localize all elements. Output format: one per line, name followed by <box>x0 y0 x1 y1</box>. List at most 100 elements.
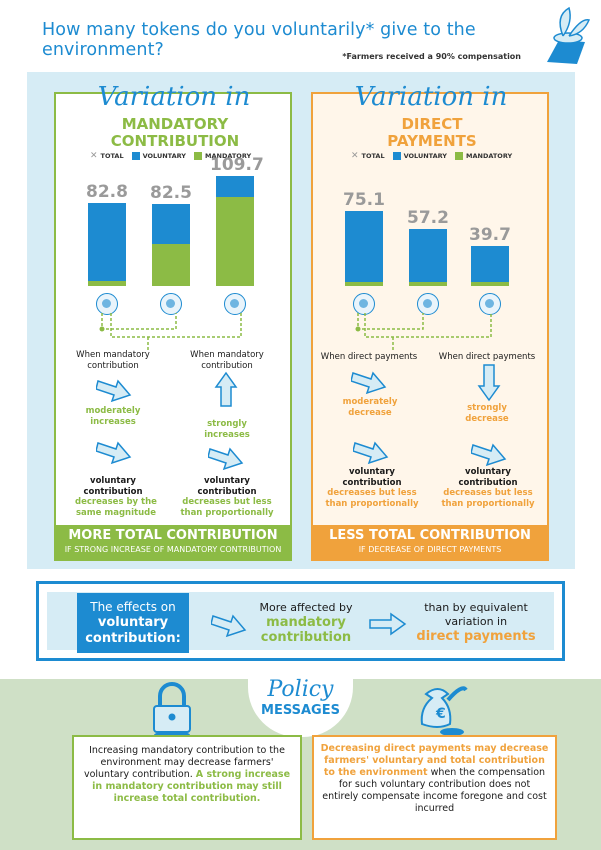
bar-voluntary <box>216 176 254 198</box>
arrow-right-down-icon <box>471 443 507 467</box>
direct-right-result: decreases but less than proportionally <box>441 488 535 509</box>
arrow-right-down-icon <box>208 447 244 471</box>
effects-label-1: The effects on <box>90 600 176 614</box>
bar-total-label: 75.1 <box>343 189 385 210</box>
legend-voluntary: VOLUNTARY <box>131 152 186 160</box>
mandatory-legend: ✕ TOTAL VOLUNTARY MANDATORY <box>90 151 251 161</box>
direct-left-result: decreases but less than proportionally <box>325 488 419 509</box>
page-title: How many tokens do you voluntarily* give… <box>42 20 476 60</box>
bar-mandatory <box>88 281 126 286</box>
legend-voluntary: VOLUNTARY <box>392 152 447 160</box>
direct-footer: LESS TOTAL CONTRIBUTION IF DECREASE OF D… <box>311 525 549 561</box>
mandatory-left-when: When mandatory contribution <box>76 350 150 371</box>
policy-script: Policy <box>267 677 334 702</box>
bar-voluntary <box>409 228 447 283</box>
policy-left-box: Increasing mandatory contribution to the… <box>72 735 302 840</box>
direct-right-change: strongly decrease <box>465 403 509 424</box>
coins-icon <box>479 293 501 315</box>
mandatory-right-result: decreases but less than proportionally <box>180 497 274 518</box>
direct-left-when: When direct payments <box>320 352 418 362</box>
bar-voluntary <box>152 203 190 244</box>
coins-icon <box>96 293 118 315</box>
mandatory-left-result: decreases by the same magnitude <box>75 497 157 518</box>
effects-mandatory-text: More affected by mandatory contribution <box>251 601 361 645</box>
money-bag-icon: € <box>420 686 468 736</box>
bar-mandatory <box>216 197 254 286</box>
direct-left-result-bold: voluntary contribution <box>342 467 402 488</box>
effects-mandatory: mandatory contribution <box>260 615 352 645</box>
bar-total-label: 39.7 <box>469 225 511 246</box>
direct-panel-title-1: DIRECT <box>401 115 463 133</box>
direct-legend: ✕ TOTAL VOLUNTARY MANDATORY <box>351 151 512 161</box>
effects-direct: direct payments <box>416 629 536 644</box>
effects-label: The effects on voluntary contribution: <box>77 593 189 653</box>
policy-right-text: Decreasing direct payments may decrease … <box>320 743 549 815</box>
direct-panel-title-2: PAYMENTS <box>387 132 477 150</box>
arrow-right-down-icon <box>351 371 387 395</box>
direct-left-change: moderately decrease <box>342 397 398 418</box>
bar-mandatory <box>345 282 383 286</box>
lock-coins-icon <box>153 682 191 739</box>
effects-more-affected: More affected by <box>259 601 353 614</box>
mandatory-panel-script: Variation in <box>97 82 251 112</box>
direct-footer-sub: IF DECREASE OF DIRECT PAYMENTS <box>358 545 502 554</box>
policy-right-normal: when the compensation for such voluntary… <box>322 767 547 814</box>
effects-direct-text: than by equivalent variation in direct p… <box>411 601 541 644</box>
arrow-right-icon <box>369 612 407 636</box>
bar-mandatory <box>409 282 447 286</box>
bar-mandatory <box>152 243 190 286</box>
bar-voluntary <box>345 210 383 283</box>
mandatory-footer: MORE TOTAL CONTRIBUTION IF STRONG INCREA… <box>54 525 292 561</box>
mandatory-left-result-bold: voluntary contribution <box>83 476 143 497</box>
mandatory-right-result-bold: voluntary contribution <box>197 476 257 497</box>
mandatory-right-when: When mandatory contribution <box>190 350 264 371</box>
arrow-right-down-icon <box>211 614 247 638</box>
coins-icon <box>353 293 375 315</box>
policy-left-text: Increasing mandatory contribution to the… <box>78 745 296 805</box>
policy-left-normal: Increasing mandatory contribution to the… <box>83 745 285 780</box>
arrow-up-icon <box>214 371 238 407</box>
bar-voluntary <box>88 203 126 282</box>
mandatory-footer-main: MORE TOTAL CONTRIBUTION <box>68 528 278 543</box>
mandatory-panel-title-1: MANDATORY <box>121 115 229 133</box>
effects-than-by: than by equivalent variation in <box>424 601 528 628</box>
legend-total: ✕ TOTAL <box>351 151 385 161</box>
policy-right-orange: Decreasing direct payments may decrease … <box>320 743 549 778</box>
x-icon: ✕ <box>90 151 98 161</box>
arrow-down-icon <box>477 364 501 402</box>
bar-total-label: 82.8 <box>86 182 128 203</box>
coins-icon <box>224 293 246 315</box>
direct-right-when: When direct payments <box>438 352 536 362</box>
svg-text:€: € <box>435 706 446 722</box>
policy-title: MESSAGES <box>261 703 340 718</box>
effects-label-2: voluntary <box>97 615 169 630</box>
arrow-right-down-icon <box>96 441 132 465</box>
mandatory-panel-title-2: CONTRIBUTION <box>110 132 240 150</box>
x-icon: ✕ <box>351 151 359 161</box>
coins-icon <box>160 293 182 315</box>
mandatory-left-change: moderately increases <box>85 406 141 427</box>
effects-label-3: contribution: <box>85 631 181 646</box>
mandatory-right-change: strongly increases <box>204 419 250 440</box>
mandatory-footer-sub: IF STRONG INCREASE OF MANDATORY CONTRIBU… <box>64 545 282 554</box>
direct-panel: Variation in DIRECT PAYMENTS ✕ TOTAL VOLU… <box>311 82 549 561</box>
arrow-right-down-icon <box>353 441 389 465</box>
policy-left-green: A strong increase in mandatory contribut… <box>92 769 291 804</box>
coins-icon <box>417 293 439 315</box>
compensation-note: *Farmers received a 90% compensation <box>342 52 521 61</box>
plant-coins-icon <box>547 6 591 64</box>
bar-total-label: 57.2 <box>407 207 449 228</box>
direct-panel-script: Variation in <box>354 82 508 112</box>
direct-footer-main: LESS TOTAL CONTRIBUTION <box>329 528 531 543</box>
bar-total-label: 109.7 <box>210 155 264 176</box>
legend-total: ✕ TOTAL <box>90 151 124 161</box>
mandatory-panel: Variation in MANDATORY CONTRIBUTION ✕ TOT… <box>54 82 292 561</box>
connector-lines <box>99 313 242 351</box>
direct-right-result-bold: voluntary contribution <box>458 467 518 488</box>
policy-right-box: Decreasing direct payments may decrease … <box>312 735 557 840</box>
legend-mandatory: MANDATORY <box>194 152 251 160</box>
bar-mandatory <box>471 282 509 286</box>
effects-box: The effects on voluntary contribution: M… <box>36 581 565 661</box>
bar-voluntary <box>471 246 509 283</box>
legend-mandatory: MANDATORY <box>455 152 512 160</box>
